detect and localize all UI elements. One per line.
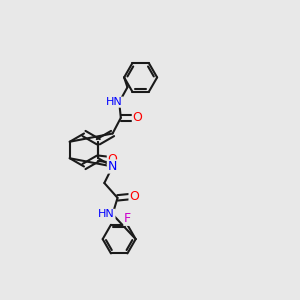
Text: O: O [107,153,117,167]
Text: HN: HN [106,97,123,107]
Text: O: O [129,190,139,203]
Text: N: N [108,160,117,173]
Text: F: F [124,212,131,225]
Text: HN: HN [98,209,115,219]
Text: O: O [132,111,142,124]
